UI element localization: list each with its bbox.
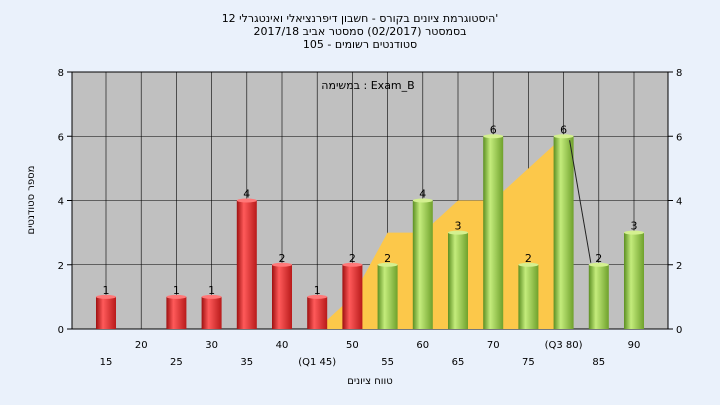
- bars: [96, 134, 644, 329]
- data-label-75: 2: [525, 252, 532, 265]
- data-label-80: 6: [560, 123, 567, 136]
- x-tick-label-65: 65: [452, 357, 465, 368]
- bar-15: [96, 296, 116, 329]
- bar-top-45: [307, 294, 328, 299]
- data-label-30: 1: [208, 284, 215, 297]
- y-tick-label-right-6: 6: [676, 132, 682, 143]
- bar-25: [166, 296, 187, 329]
- bar-top-65: [448, 230, 468, 235]
- bar-85: [588, 264, 609, 329]
- x-tick-label-60: 60: [416, 340, 429, 351]
- bar-75: [518, 264, 539, 329]
- bar-top-35: [236, 198, 257, 203]
- exam-annotation: במשימה : Exam_B: [321, 79, 414, 92]
- x-axis-title: טווח ציונים: [347, 376, 392, 387]
- bar-45: [307, 296, 328, 329]
- data-label-85: 2: [595, 252, 602, 265]
- y-tick-label-left-0: 0: [58, 325, 64, 336]
- chart-title-line-2: בסמסטר (02/2017) סמסטר אביב 2017/18: [253, 25, 466, 38]
- data-label-60: 4: [419, 188, 426, 201]
- data-label-45: 1: [314, 284, 321, 297]
- x-tick-label-15: 15: [100, 357, 113, 368]
- bar-top-75: [518, 262, 539, 267]
- bar-top-55: [377, 262, 398, 267]
- x-tick-label-80: (Q3 80): [545, 340, 583, 351]
- data-label-25: 1: [173, 284, 180, 297]
- y-tick-label-right-4: 4: [676, 197, 682, 208]
- bar-top-90: [624, 230, 644, 235]
- y-axis-left: 0 2 4 6 8: [58, 68, 72, 336]
- x-tick-label-45: (Q1 45): [298, 357, 336, 368]
- bar-top-60: [412, 198, 433, 203]
- data-label-70: 6: [490, 123, 497, 136]
- y-axis-right: 0 2 4 6 8: [668, 68, 682, 336]
- chart-title-line-3: סטודנטים רשומים - 105: [303, 38, 417, 51]
- y-tick-label-left-6: 6: [58, 132, 64, 143]
- data-label-50: 2: [349, 252, 356, 265]
- y-tick-label-right-2: 2: [676, 261, 682, 272]
- y-tick-label-left-2: 2: [58, 261, 64, 272]
- bar-top-85: [588, 262, 609, 267]
- x-tick-label-90: 90: [628, 340, 641, 351]
- data-label-40: 2: [279, 252, 286, 265]
- bar-top-30: [201, 294, 222, 299]
- bar-top-70: [483, 134, 504, 139]
- x-tick-label-50: 50: [346, 340, 359, 351]
- bar-90: [624, 232, 644, 329]
- bar-80: [553, 136, 574, 329]
- x-tick-label-70: 70: [487, 340, 500, 351]
- y-axis-title: מספר סטודנטים: [26, 166, 37, 235]
- x-tick-label-85: 85: [592, 357, 605, 368]
- bar-50: [342, 264, 363, 329]
- y-tick-label-right-8: 8: [676, 68, 682, 79]
- x-tick-label-30: 30: [205, 340, 218, 351]
- x-tick-label-25: 25: [170, 357, 183, 368]
- data-label-90: 3: [631, 220, 638, 233]
- x-tick-label-40: 40: [276, 340, 289, 351]
- bar-top-40: [272, 262, 292, 267]
- y-tick-label-left-8: 8: [58, 68, 64, 79]
- data-label-35: 4: [243, 188, 250, 201]
- bar-60: [412, 200, 433, 329]
- bar-top-80: [553, 134, 574, 139]
- data-label-65: 3: [455, 220, 462, 233]
- bar-top-25: [166, 294, 187, 299]
- whisker-line: [569, 140, 592, 263]
- data-label-15: 1: [103, 284, 110, 297]
- data-label-55: 2: [384, 252, 391, 265]
- x-tick-label-20: 20: [135, 340, 148, 351]
- data-labels: 1 1 1 4 2 1 2 2 4 3 6 2 6 2 3: [103, 123, 638, 297]
- bar-40: [272, 264, 292, 329]
- y-tick-label-right-0: 0: [676, 325, 682, 336]
- x-tick-label-35: 35: [240, 357, 253, 368]
- bar-30: [201, 296, 222, 329]
- bar-top-15: [96, 294, 116, 299]
- y-tick-label-left-4: 4: [58, 197, 64, 208]
- bar-70: [483, 136, 504, 329]
- chart-title-line-1: היסטוגרמת ציונים בקורס - חשבון דיפרנציאל…: [222, 12, 499, 25]
- x-tick-label-75: 75: [522, 357, 535, 368]
- bar-35: [236, 200, 257, 329]
- bar-55: [377, 264, 398, 329]
- x-axis: 15 20 25 30 35 40 (Q1 45) 50 55 60 65 70 75 (Q3 80) 85…: [100, 340, 641, 368]
- x-tick-label-55: 55: [381, 357, 394, 368]
- bar-65: [448, 232, 468, 329]
- bar-top-50: [342, 262, 363, 267]
